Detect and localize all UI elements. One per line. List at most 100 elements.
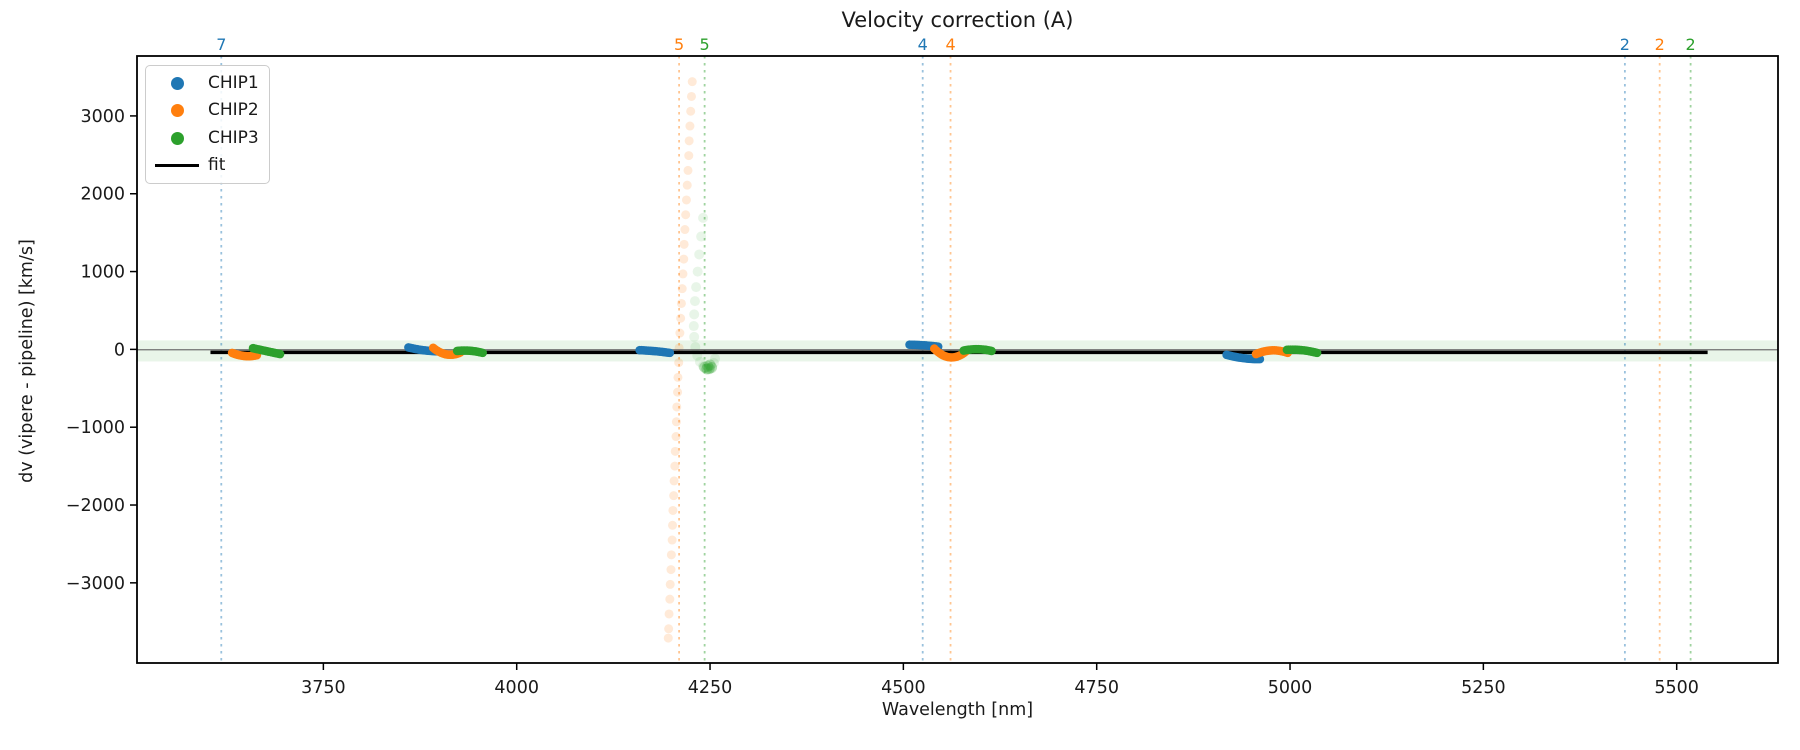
trail-point-chip3: [708, 358, 719, 369]
trail-point-chip3: [689, 296, 700, 307]
trail-point-chip2: [673, 387, 683, 397]
y-tick-label: −3000: [66, 574, 125, 594]
trail-point-chip3: [692, 266, 703, 277]
y-axis-label: dv (vipere - pipeline) [km/s]: [17, 239, 37, 483]
trail-point-chip2: [663, 633, 673, 643]
x-tick-label: 5000: [1268, 678, 1313, 698]
trail-point-chip2: [664, 609, 674, 619]
trail-point-chip2: [684, 136, 694, 146]
legend-item-chip3: CHIP3: [154, 125, 269, 151]
trail-point-chip2: [668, 520, 678, 530]
trail-point-chip3: [701, 363, 712, 374]
trail-point-chip2: [681, 210, 691, 220]
trail-point-chip2: [682, 180, 692, 190]
trail-point-chip2: [664, 624, 674, 634]
x-tick-label: 5250: [1461, 678, 1506, 698]
x-tick-label: 5500: [1654, 678, 1699, 698]
legend-dot-swatch: [154, 104, 200, 118]
y-tick-label: 2000: [80, 185, 125, 205]
legend-dot-swatch: [154, 131, 200, 145]
trail-point-chip2: [676, 298, 686, 308]
trail-point-chip2: [685, 121, 695, 131]
cluster-point-chip3: [987, 346, 996, 356]
x-tick-label: 4750: [1074, 678, 1119, 698]
chart-title: Velocity correction (A): [841, 8, 1074, 32]
trail-point-chip2: [679, 254, 689, 264]
trail-point-chip3: [701, 363, 713, 375]
trail-point-chip2: [671, 432, 681, 442]
trail-point-chip3: [698, 212, 709, 223]
trail-point-chip2: [681, 195, 691, 205]
trail-point-chip3: [691, 282, 702, 293]
trail-point-chip3: [710, 353, 721, 364]
trail-point-chip2: [665, 594, 675, 604]
order-count-label: 5: [700, 35, 710, 54]
trail-point-chip2: [674, 358, 684, 368]
legend-line-swatch: [154, 163, 200, 167]
trail-point-chip2: [683, 165, 693, 175]
trail-point-chip2: [677, 284, 687, 294]
cluster-point-chip3: [1312, 348, 1322, 358]
trail-point-chip3: [689, 331, 700, 342]
cluster-point-chip3: [275, 349, 285, 359]
plot-border: [136, 55, 1779, 664]
cluster-point-chip3: [478, 348, 487, 358]
legend-label: CHIP3: [208, 127, 259, 148]
trail-point-chip3: [699, 361, 711, 373]
y-tick-label: −1000: [66, 418, 125, 438]
trail-point-chip3: [702, 360, 714, 372]
cluster-point-chip1: [665, 348, 675, 358]
trail-point-chip2: [676, 313, 686, 323]
legend-label: CHIP2: [208, 100, 259, 121]
legend-item-chip2: CHIP2: [154, 98, 269, 124]
trail-point-chip2: [667, 535, 677, 545]
order-count-label: 2: [1620, 35, 1630, 54]
trail-point-chip2: [670, 446, 680, 456]
x-axis-label: Wavelength [nm]: [881, 700, 1034, 720]
trail-point-chip3: [690, 342, 701, 353]
order-count-label: 2: [1686, 35, 1696, 54]
trail-point-chip3: [706, 361, 717, 372]
x-tick-label: 4250: [688, 678, 733, 698]
trail-point-chip2: [684, 151, 694, 161]
trail-point-chip2: [670, 461, 680, 471]
order-count-label: 7: [216, 35, 226, 54]
series-marker-icon: [170, 131, 184, 145]
trail-point-chip2: [679, 239, 689, 249]
order-count-label: 5: [674, 35, 684, 54]
trail-point-chip2: [669, 476, 679, 486]
trail-point-chip2: [675, 328, 685, 338]
trail-point-chip3: [704, 363, 715, 374]
trail-point-chip3: [704, 359, 716, 371]
legend-item-fit: fit: [154, 152, 269, 178]
trail-point-chip2: [680, 225, 690, 235]
series-marker-icon: [170, 104, 184, 118]
trail-point-chip3: [694, 356, 705, 367]
trail-point-chip3: [696, 231, 707, 242]
trail-point-chip2: [665, 579, 675, 589]
trail-point-chip3: [688, 321, 699, 332]
fit-line-icon: [155, 163, 199, 167]
trail-point-chip3: [706, 362, 718, 374]
trail-point-chip3: [694, 249, 705, 260]
order-count-label: 2: [1655, 35, 1665, 54]
trail-point-chip3: [689, 309, 700, 320]
trail-point-chip2: [687, 77, 697, 87]
trail-point-chip2: [686, 106, 696, 116]
legend-item-chip1: CHIP1: [154, 71, 269, 97]
trail-point-chip2: [673, 372, 683, 382]
order-count-label: 4: [945, 35, 955, 54]
trail-point-chip2: [671, 417, 681, 427]
trail-point-chip2: [672, 402, 682, 412]
series-marker-icon: [170, 77, 184, 91]
legend-label: fit: [208, 154, 226, 175]
trail-point-chip2: [678, 269, 688, 279]
legend: CHIP1 CHIP2 CHIP3 fit: [145, 65, 270, 184]
order-count-label: 4: [918, 35, 928, 54]
y-tick-label: 3000: [80, 107, 125, 127]
y-tick-label: 1000: [80, 263, 125, 283]
x-tick-label: 4500: [881, 678, 926, 698]
y-tick-label: 0: [114, 340, 125, 360]
